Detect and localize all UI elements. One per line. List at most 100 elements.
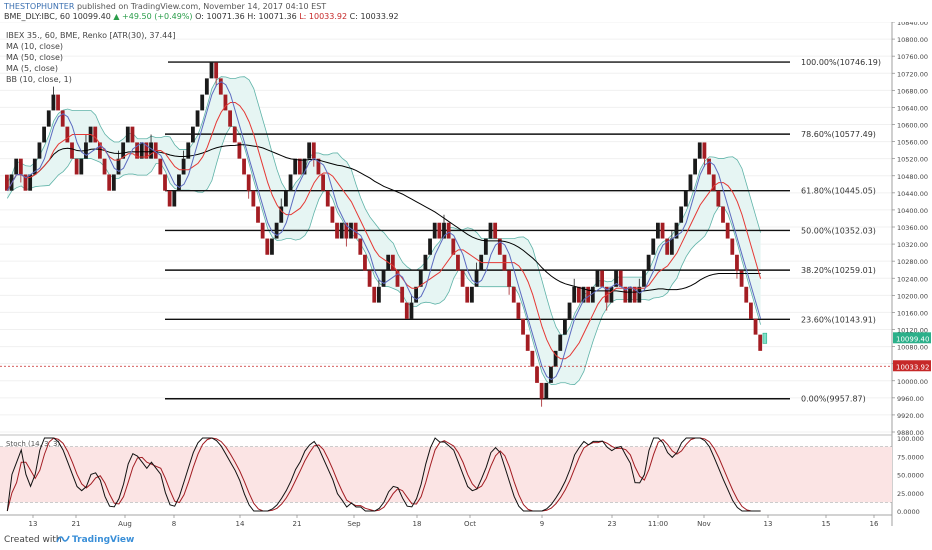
renko-brick	[363, 254, 367, 271]
renko-brick	[284, 190, 288, 207]
renko-brick	[600, 270, 604, 287]
renko-brick	[177, 174, 181, 191]
renko-brick	[260, 222, 265, 239]
change-text: +49.50 (+0.49%)	[122, 12, 193, 21]
renko-brick	[42, 126, 46, 143]
stoch-tick-label: 0.0000	[897, 508, 920, 516]
ma10-line	[6, 102, 762, 360]
renko-brick	[144, 142, 149, 159]
stoch-tick-label: 25.0000	[897, 490, 924, 498]
legend-ma10: MA (10, close)	[6, 42, 63, 51]
chart-area[interactable]: 100.00%(10746.19) 78.60%(10577.49) 61.80%(…	[0, 22, 932, 532]
renko-brick	[172, 190, 177, 207]
renko-brick	[693, 158, 697, 175]
renko-brick	[367, 270, 372, 287]
renko-brick	[674, 222, 679, 239]
renko-brick	[646, 254, 651, 271]
price-tick-label: 10360.00	[897, 224, 928, 232]
renko-brick	[628, 286, 632, 303]
renko-brick	[721, 206, 725, 223]
tradingview-logo-icon	[56, 534, 70, 547]
legend-ma50: MA (50, close)	[6, 53, 63, 62]
renko-brick	[753, 318, 758, 335]
renko-brick	[209, 62, 214, 79]
price-tick-label: 10000.00	[897, 378, 928, 386]
renko-brick	[488, 222, 493, 239]
time-tick-label: 13	[764, 520, 773, 528]
tradingview-brand[interactable]: TradingView	[72, 535, 135, 545]
renko-brick	[270, 238, 274, 255]
renko-brick	[442, 222, 446, 239]
time-tick-label: 8	[172, 520, 176, 528]
renko-brick	[70, 142, 74, 159]
renko-brick	[483, 238, 488, 255]
renko-brick	[293, 158, 298, 175]
price-tick-label: 10720.00	[897, 70, 928, 78]
renko-brick	[414, 286, 418, 303]
renko-brick	[465, 286, 470, 303]
renko-brick	[74, 158, 79, 175]
renko-brick	[683, 190, 688, 207]
renko-brick	[274, 222, 279, 239]
ohlc-open: O: 10071.36	[195, 12, 245, 21]
author-link[interactable]: THESTOPHUNTER	[4, 2, 75, 11]
time-tick-label: Oct	[464, 520, 476, 528]
price-tick-label: 9920.00	[897, 412, 924, 420]
current-price-tag	[893, 360, 931, 372]
price-tick-label: 10160.00	[897, 309, 928, 317]
stoch-label: Stoch (14, 3, 3)	[6, 440, 60, 448]
renko-brick	[474, 270, 479, 287]
renko-brick	[614, 270, 618, 287]
renko-brick	[456, 254, 460, 271]
renko-brick	[395, 270, 400, 287]
renko-brick	[749, 302, 753, 319]
ohlc-close: C: 10033.92	[349, 12, 399, 21]
renko-brick	[423, 254, 428, 271]
ohlc-high: H: 10071.36	[247, 12, 297, 21]
last-price-text: 10099.40	[72, 12, 111, 21]
renko-brick	[311, 142, 316, 159]
renko-brick	[339, 222, 344, 239]
fib-level-label: 61.80%(10445.05)	[801, 187, 876, 196]
renko-brick	[581, 286, 586, 303]
renko-brick	[549, 366, 553, 383]
renko-brick	[511, 286, 516, 303]
price-tick-label: 10600.00	[897, 122, 928, 130]
renko-brick	[18, 158, 23, 175]
renko-brick	[665, 238, 670, 255]
price-tick-label: 10320.00	[897, 241, 928, 249]
renko-brick	[195, 110, 200, 127]
renko-brick	[344, 222, 349, 239]
stoch-tick-label: 50.0000	[897, 472, 924, 480]
renko-brick	[432, 222, 437, 239]
renko-brick	[204, 78, 209, 95]
renko-brick	[595, 270, 600, 287]
renko-brick	[307, 142, 312, 159]
renko-brick	[735, 254, 739, 271]
renko-brick	[572, 286, 577, 303]
renko-brick	[325, 190, 330, 207]
price-tick-label: 10640.00	[897, 104, 928, 112]
price-tick-label: 10680.00	[897, 87, 928, 95]
time-tick-label: 21	[293, 520, 302, 528]
stoch-tick-label: 75.0000	[897, 453, 924, 461]
time-tick-label: 16	[870, 520, 879, 528]
price-tick-label: 10240.00	[897, 275, 928, 283]
current-price-tag-label: 10033.92	[896, 363, 929, 371]
bollinger-fill	[7, 76, 761, 385]
renko-brick	[618, 270, 623, 287]
renko-brick	[697, 142, 702, 159]
renko-brick	[316, 158, 321, 175]
renko-brick	[404, 302, 409, 319]
renko-brick	[437, 222, 442, 239]
renko-brick	[32, 158, 37, 175]
time-tick-label: 9	[540, 520, 544, 528]
renko-brick	[609, 286, 614, 303]
renko-brick	[688, 174, 693, 191]
up-arrow-icon: ▲	[113, 12, 120, 21]
price-axis	[892, 22, 932, 532]
time-tick-label: 15	[822, 520, 831, 528]
renko-brick	[149, 142, 153, 159]
time-tick-label: 11:00	[648, 520, 668, 528]
stoch-d-line	[6, 437, 761, 512]
